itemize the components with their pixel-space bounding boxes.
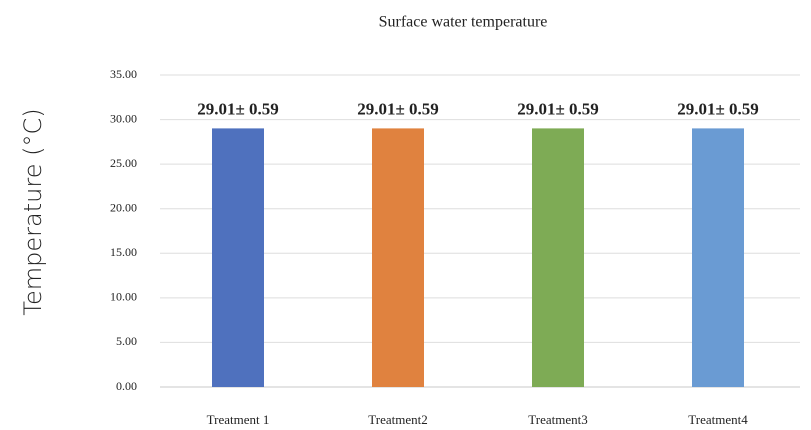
x-tick-label: Treatment 1: [207, 412, 270, 427]
y-tick-label: 35.00: [110, 67, 137, 81]
y-axis-label: Temperature (°C): [19, 108, 47, 315]
y-tick-label: 30.00: [110, 111, 137, 125]
y-tick-label: 10.00: [110, 290, 137, 304]
value-label: 29.01± 0.59: [197, 99, 279, 118]
y-tick-label: 0.00: [116, 379, 137, 393]
y-tick-label: 15.00: [110, 245, 137, 259]
y-tick-label: 5.00: [116, 334, 137, 348]
y-tick-label: 25.00: [110, 156, 137, 170]
bar: [692, 128, 744, 387]
x-tick-label: Treatment4: [688, 412, 748, 427]
bar: [372, 128, 424, 387]
bar: [212, 128, 264, 387]
value-label: 29.01± 0.59: [357, 99, 439, 118]
value-label: 29.01± 0.59: [677, 99, 759, 118]
x-tick-label: Treatment2: [368, 412, 427, 427]
bar: [532, 128, 584, 387]
x-tick-label: Treatment3: [528, 412, 587, 427]
y-tick-label: 20.00: [110, 200, 137, 214]
chart-title: Surface water temperature: [379, 14, 548, 31]
value-label: 29.01± 0.59: [517, 99, 599, 118]
